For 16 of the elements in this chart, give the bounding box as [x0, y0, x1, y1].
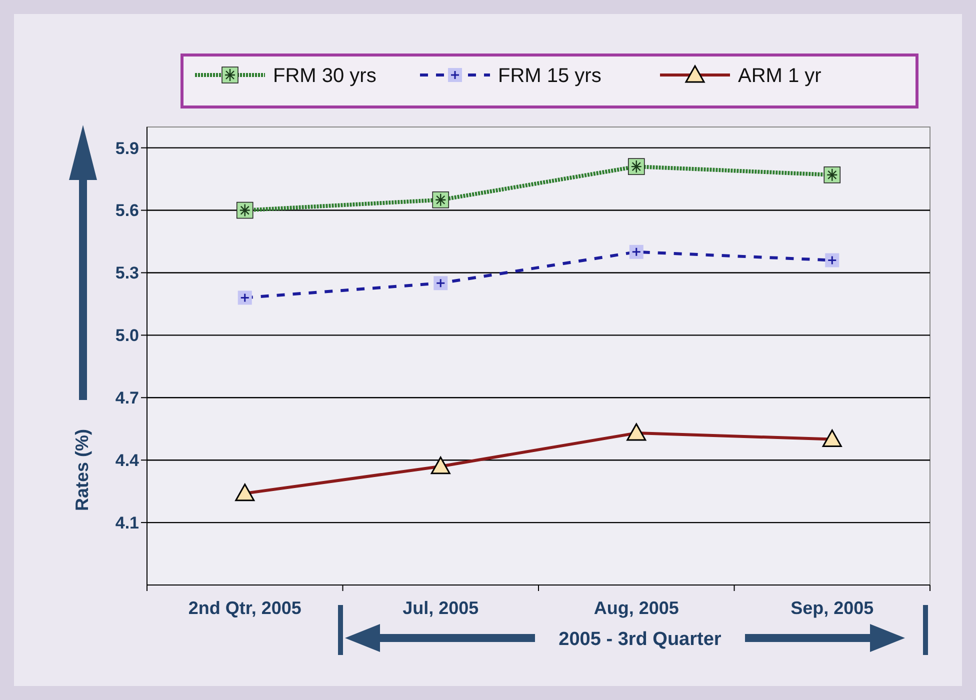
y-axis-title: Rates (%)	[72, 428, 92, 512]
y-tick-label: 4.7	[115, 388, 139, 408]
legend-label: ARM 1 yr	[738, 65, 822, 87]
x-tick-label: 2nd Qtr, 2005	[188, 598, 302, 618]
y-tick-label: 4.1	[115, 513, 139, 532]
y-tick-label: 5.3	[115, 264, 139, 283]
legend-label: FRM 15 yrs	[498, 65, 602, 87]
x-tick-label: Sep, 2005	[790, 598, 874, 618]
y-tick-label: 5.6	[115, 201, 139, 220]
x-tick-label: Jul, 2005	[402, 598, 479, 618]
y-tick-label: 5.9	[115, 138, 139, 158]
x-tick-label: Aug, 2005	[594, 598, 679, 618]
y-tick-label: 5.0	[115, 326, 139, 346]
x-axis-title: 2005 - 3rd Quarter	[558, 629, 722, 650]
legend-label: FRM 30 yrs	[273, 65, 376, 87]
y-tick-label: 4.4	[115, 451, 140, 470]
